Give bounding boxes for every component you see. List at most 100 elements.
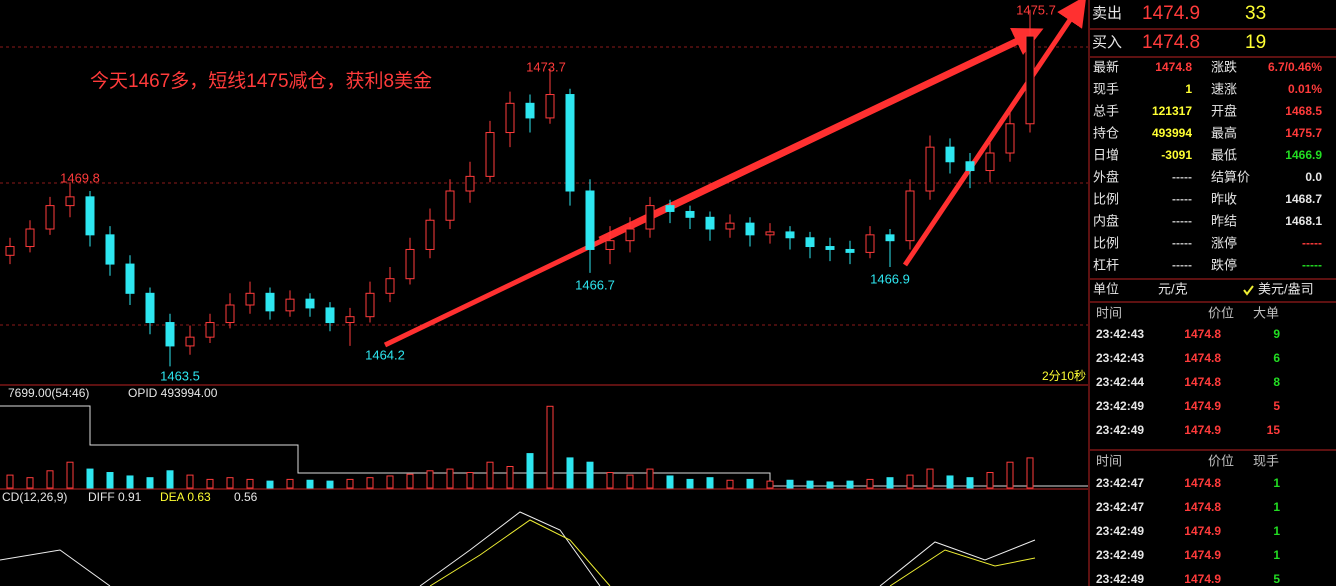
volume-bar bbox=[206, 478, 214, 489]
stat-value: ----- bbox=[1172, 258, 1192, 272]
volume-bar bbox=[66, 461, 74, 489]
candle-body bbox=[265, 292, 275, 312]
trade-time: 23:42:44 bbox=[1096, 375, 1144, 389]
candle-body bbox=[1005, 123, 1015, 154]
trade-volume: 1 bbox=[1273, 476, 1280, 490]
stat-value: 1 bbox=[1185, 82, 1192, 96]
candle-body bbox=[885, 234, 895, 242]
stat-label: 比例 bbox=[1093, 235, 1119, 250]
candle-body bbox=[245, 292, 255, 306]
price-label: 1466.9 bbox=[870, 271, 910, 286]
candle-body bbox=[85, 196, 95, 236]
volume-bar bbox=[626, 474, 634, 489]
stat-label: 最高 bbox=[1211, 125, 1237, 140]
volume-bar bbox=[706, 477, 714, 489]
volume-bar bbox=[946, 475, 954, 489]
volume-bar bbox=[286, 478, 294, 489]
candle-body bbox=[625, 228, 635, 242]
volume-bar bbox=[546, 405, 554, 489]
stat-label: 昨收 bbox=[1211, 191, 1237, 206]
macd-value: 0.56 bbox=[234, 490, 258, 504]
stat-value: ----- bbox=[1302, 236, 1322, 250]
trade-volume: 1 bbox=[1273, 524, 1280, 538]
volume-bar bbox=[426, 470, 434, 489]
trade-price: 1474.8 bbox=[1184, 500, 1221, 514]
quote-volume: 33 bbox=[1245, 3, 1266, 24]
open-interest-line bbox=[0, 405, 1088, 487]
candle-body bbox=[45, 205, 55, 230]
stat-label: 最新 bbox=[1093, 59, 1119, 74]
volume-bar bbox=[1006, 461, 1014, 489]
opid-label: OPID 493994.00 bbox=[128, 386, 218, 400]
quote-volume: 19 bbox=[1245, 32, 1266, 53]
volume-bar bbox=[1026, 457, 1034, 489]
candle-body bbox=[645, 205, 655, 230]
trade-time: 23:42:49 bbox=[1096, 548, 1144, 562]
volume-bar bbox=[806, 480, 814, 489]
stat-label: 日增 bbox=[1093, 147, 1119, 162]
candle-body bbox=[365, 292, 375, 318]
trade-price: 1474.9 bbox=[1184, 423, 1221, 437]
unit-value: 元/克 bbox=[1158, 281, 1188, 296]
candle-body bbox=[65, 196, 75, 207]
candle-body bbox=[425, 219, 435, 250]
diff-label: DIFF 0.91 bbox=[88, 490, 142, 504]
stat-label: 涨停 bbox=[1211, 235, 1237, 250]
dea-line bbox=[889, 549, 1036, 586]
trade-price: 1474.8 bbox=[1184, 351, 1221, 365]
volume-bar bbox=[506, 466, 514, 489]
stat-label: 涨跌 bbox=[1211, 59, 1237, 74]
trade-price: 1474.9 bbox=[1184, 548, 1221, 562]
stat-value: 1466.9 bbox=[1285, 148, 1322, 162]
candle-body bbox=[285, 298, 295, 312]
unit-label: 单位 bbox=[1093, 281, 1119, 296]
candle-body bbox=[1025, 35, 1035, 125]
trade-volume: 1 bbox=[1273, 548, 1280, 562]
volume-bar bbox=[646, 468, 654, 489]
candle-body bbox=[705, 216, 715, 230]
volume-bar bbox=[966, 477, 974, 489]
candle-body bbox=[105, 234, 115, 265]
volume-bar bbox=[126, 475, 134, 489]
stat-value: 1474.8 bbox=[1155, 60, 1192, 74]
trade-price: 1474.9 bbox=[1184, 572, 1221, 586]
candle-body bbox=[925, 146, 935, 192]
stat-value: ----- bbox=[1172, 214, 1192, 228]
stat-value: 1468.7 bbox=[1285, 192, 1322, 206]
volume-bar bbox=[986, 472, 994, 489]
stat-value: 493994 bbox=[1152, 126, 1192, 140]
trade-time: 23:42:47 bbox=[1096, 476, 1144, 490]
candle-body bbox=[725, 222, 735, 230]
candle-body bbox=[225, 304, 235, 324]
trade-volume: 5 bbox=[1273, 572, 1280, 586]
candle-body bbox=[345, 316, 355, 324]
stat-value: ----- bbox=[1172, 192, 1192, 206]
stat-label: 外盘 bbox=[1093, 169, 1119, 184]
dea-label: DEA 0.63 bbox=[160, 490, 211, 504]
candle-body bbox=[165, 322, 175, 347]
quote-price: 1474.9 bbox=[1142, 3, 1200, 24]
candle-body bbox=[785, 231, 795, 239]
candle-body bbox=[485, 132, 495, 177]
trade-price: 1474.8 bbox=[1184, 476, 1221, 490]
volume-bar bbox=[146, 477, 154, 489]
volume-label: 7699.00(54:46) bbox=[8, 386, 89, 400]
diff-line bbox=[0, 549, 111, 586]
volume-bar bbox=[266, 480, 274, 489]
candle-body bbox=[825, 246, 835, 250]
trade-volume: 1 bbox=[1273, 500, 1280, 514]
quote-label: 买入 bbox=[1092, 34, 1122, 51]
trade-time: 23:42:49 bbox=[1096, 399, 1144, 413]
trade-price: 1474.8 bbox=[1184, 375, 1221, 389]
candle-body bbox=[605, 240, 615, 250]
stat-value: 0.01% bbox=[1288, 82, 1322, 96]
candle-body bbox=[25, 228, 35, 248]
trade-volume: 8 bbox=[1273, 375, 1280, 389]
candle-body bbox=[985, 152, 995, 172]
volume-bar bbox=[486, 461, 494, 489]
macd-label: CD(12,26,9) bbox=[2, 490, 67, 504]
stat-label: 昨结 bbox=[1211, 213, 1237, 228]
candle-body bbox=[185, 336, 195, 347]
stat-label: 速涨 bbox=[1211, 81, 1237, 96]
